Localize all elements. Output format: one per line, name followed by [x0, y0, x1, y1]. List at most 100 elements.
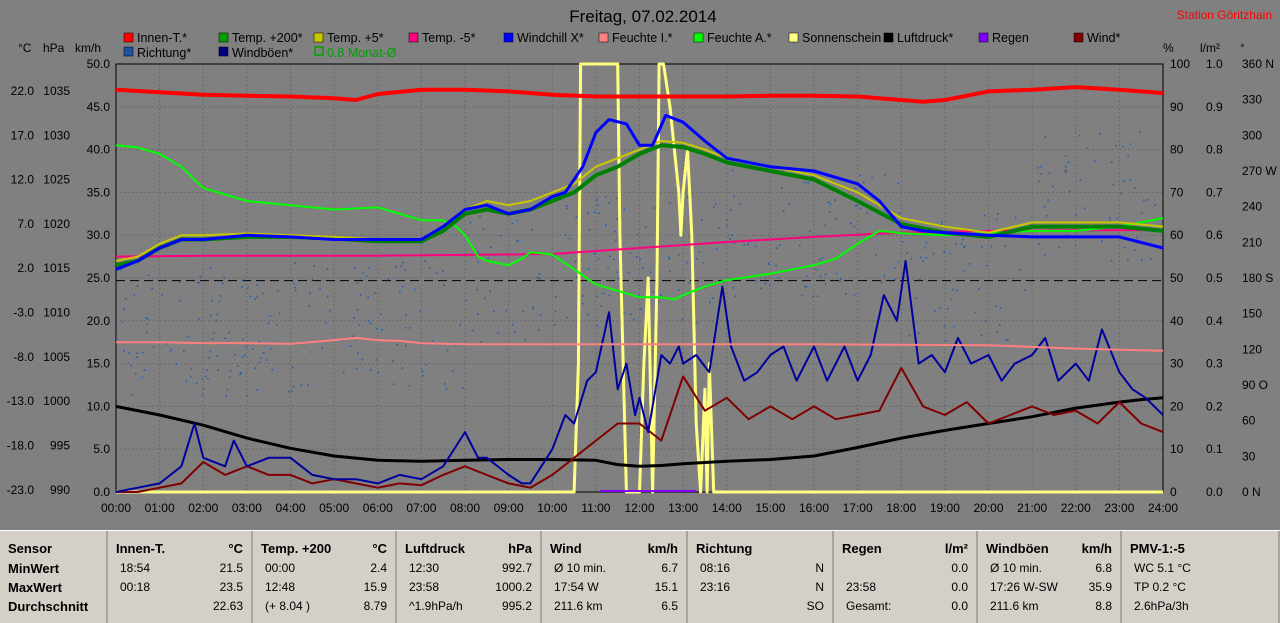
y-tick-direction: 210	[1242, 235, 1262, 249]
stats-column: Sensor MinWert MaxWert Durchschnitt	[0, 531, 108, 623]
direction-point	[258, 361, 261, 364]
direction-point	[399, 290, 401, 293]
direction-point	[374, 292, 377, 294]
y-tick-pressure: 1000	[43, 394, 70, 408]
direction-point	[459, 324, 461, 326]
direction-point	[216, 355, 218, 357]
axis-unit-label: °	[1240, 41, 1245, 55]
direction-point	[588, 228, 591, 231]
direction-point	[587, 212, 589, 215]
direction-point	[908, 334, 911, 337]
direction-point	[980, 246, 983, 248]
legend-swatch	[1073, 32, 1084, 43]
direction-point	[355, 368, 358, 370]
direction-point	[431, 340, 434, 343]
legend-label: Luftdruck*	[897, 31, 953, 45]
direction-point	[252, 348, 254, 350]
y-tick-rain: 0.7	[1206, 185, 1223, 199]
direction-point	[940, 223, 942, 226]
direction-point	[377, 371, 380, 374]
direction-point	[116, 337, 118, 340]
direction-point	[566, 316, 568, 319]
direction-point	[1147, 198, 1149, 201]
direction-scatter	[116, 131, 1156, 397]
direction-point	[480, 340, 483, 343]
direction-point	[734, 295, 737, 297]
stats-cell-value: N	[815, 580, 824, 594]
direction-point	[554, 310, 557, 313]
direction-point	[796, 266, 799, 269]
direction-point	[266, 359, 268, 361]
direction-point	[1074, 214, 1077, 216]
direction-point	[505, 309, 508, 312]
stats-row: Gesamt: 0.0	[842, 599, 968, 613]
direction-point	[443, 284, 445, 286]
stats-cell-label	[116, 599, 120, 613]
direction-point	[405, 314, 407, 316]
y-tick-pressure: 1035	[43, 84, 70, 98]
direction-point	[267, 322, 270, 325]
stats-cell-label: 18:54	[120, 561, 151, 575]
x-tick-label: 16:00	[799, 501, 829, 515]
direction-point	[311, 279, 313, 281]
direction-point	[668, 270, 671, 273]
x-tick-label: 12:00	[624, 501, 654, 515]
direction-point	[209, 267, 212, 269]
direction-point	[637, 233, 639, 236]
direction-point	[623, 208, 626, 211]
direction-point	[254, 367, 256, 369]
direction-point	[726, 219, 728, 221]
direction-point	[985, 320, 987, 322]
direction-point	[1038, 243, 1040, 245]
stats-cell-value: 8.79	[363, 599, 387, 613]
legend-swatch	[218, 46, 229, 57]
direction-point	[136, 352, 139, 355]
stats-cell-label: 12:30	[409, 561, 440, 575]
direction-point	[209, 314, 212, 317]
y-tick-temp: -18.0	[7, 438, 35, 452]
x-tick-label: 01:00	[145, 501, 175, 515]
stats-column: Innen-T. °C 18:54 21.5 00:18 23.5 22.63	[108, 531, 253, 623]
direction-point	[798, 244, 801, 247]
direction-point	[835, 272, 838, 275]
direction-point	[668, 256, 670, 259]
stats-cell-label: WC 5.1 °C	[1134, 561, 1191, 575]
direction-point	[258, 340, 261, 343]
legend-swatch	[123, 46, 134, 57]
direction-point	[276, 324, 278, 326]
direction-point	[597, 257, 600, 260]
direction-point	[804, 285, 806, 288]
direction-point	[539, 314, 542, 316]
y-tick-temp: 12.0	[11, 173, 35, 187]
direction-point	[714, 203, 717, 205]
direction-point	[1114, 145, 1117, 147]
stats-row: 23:58 0.0	[842, 580, 968, 594]
legend-swatch	[503, 32, 514, 43]
direction-point	[990, 245, 993, 248]
direction-point	[211, 338, 214, 340]
direction-point	[278, 312, 281, 315]
direction-point	[294, 286, 296, 289]
direction-point	[1043, 254, 1046, 256]
direction-point	[224, 337, 226, 340]
y-tick-direction: 120	[1242, 342, 1262, 356]
direction-point	[326, 268, 329, 270]
direction-point	[596, 325, 598, 327]
direction-point	[240, 372, 242, 374]
direction-point	[668, 202, 671, 204]
stats-header: PMV-1:-5	[1130, 541, 1270, 556]
direction-point	[950, 298, 953, 301]
y-tick-pressure: 1030	[43, 128, 70, 142]
direction-point	[195, 382, 198, 385]
stats-cell-label	[842, 561, 846, 575]
x-tick-label: 03:00	[232, 501, 262, 515]
direction-point	[216, 313, 218, 316]
direction-point	[805, 275, 808, 278]
x-tick-label: 11:00	[581, 501, 610, 515]
direction-point	[859, 207, 862, 210]
stats-column: Richtung 08:16 N 23:16 N SO	[688, 531, 834, 623]
direction-point	[196, 281, 199, 284]
direction-point	[582, 295, 585, 297]
legend-label: Temp. +5*	[327, 31, 384, 45]
stats-cell-label: 23:16	[700, 580, 731, 594]
